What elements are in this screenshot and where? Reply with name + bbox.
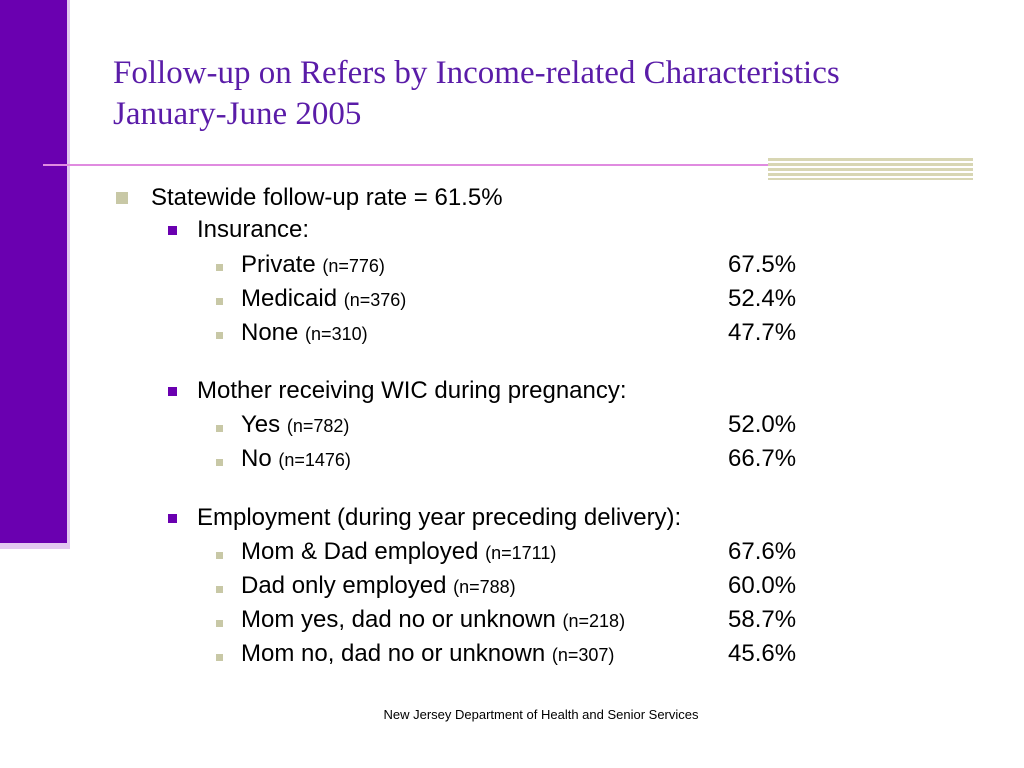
list-item: Private (n=776) (241, 250, 385, 281)
item-value: 58.7% (728, 606, 797, 633)
item-label: None (241, 319, 299, 346)
list-item: None (n=310) (241, 318, 368, 349)
item-sample-size: (n=376) (343, 290, 407, 310)
slide-title: Follow-up on Refers by Income-related Ch… (113, 53, 840, 135)
slide-title-line-1: Follow-up on Refers by Income-related Ch… (113, 55, 840, 91)
insurance-heading: Insurance: (197, 216, 310, 243)
list-item: No (n=1476) (241, 444, 351, 475)
list-item: Medicaid (n=376) (241, 284, 406, 315)
square-bullet-icon (116, 192, 128, 204)
slide-body: Statewide follow-up rate = 61.5% Insuran… (116, 184, 797, 670)
slide-footer: New Jersey Department of Health and Seni… (383, 707, 699, 722)
square-bullet-icon (216, 620, 223, 627)
item-sample-size: (n=1711) (485, 543, 557, 563)
item-sample-size: (n=218) (562, 611, 626, 631)
employment-heading: Employment (during year preceding delive… (197, 504, 682, 531)
decorative-striped-block (768, 158, 973, 180)
item-value: 66.7% (728, 445, 797, 472)
item-label: Mom & Dad employed (241, 538, 479, 565)
item-sample-size: (n=776) (322, 256, 385, 276)
item-label: Dad only employed (241, 572, 447, 599)
item-value: 45.6% (728, 640, 797, 667)
title-divider (43, 164, 973, 166)
list-item: Mom no, dad no or unknown (n=307) (241, 639, 614, 670)
left-accent-bar-shadow (0, 543, 70, 549)
item-value: 52.0% (728, 411, 797, 438)
item-label: Mom no, dad no or unknown (241, 640, 546, 667)
item-label: Medicaid (241, 285, 338, 312)
square-bullet-icon (216, 298, 223, 305)
square-bullet-icon (216, 425, 223, 432)
item-sample-size: (n=1476) (278, 450, 351, 470)
left-accent-bar (0, 0, 67, 543)
item-value: 60.0% (728, 572, 797, 599)
item-label: Private (241, 251, 316, 278)
item-sample-size: (n=310) (305, 324, 368, 344)
item-value: 47.7% (728, 319, 797, 346)
square-bullet-icon (216, 264, 223, 271)
item-value: 67.5% (728, 251, 797, 278)
wic-heading: Mother receiving WIC during pregnancy: (197, 377, 627, 404)
left-accent-bar-edge (67, 0, 70, 549)
square-bullet-icon (168, 387, 177, 396)
item-label: No (241, 445, 272, 472)
item-label: Mom yes, dad no or unknown (241, 606, 556, 633)
square-bullet-icon (216, 332, 223, 339)
item-sample-size: (n=307) (551, 645, 615, 665)
square-bullet-icon (216, 654, 223, 661)
square-bullet-icon (168, 514, 177, 523)
item-sample-size: (n=782) (286, 416, 350, 436)
item-sample-size: (n=788) (453, 577, 516, 597)
statewide-rate: Statewide follow-up rate = 61.5% (151, 184, 503, 211)
list-item: Mom yes, dad no or unknown (n=218) (241, 605, 625, 636)
slide-title-line-2: January-June 2005 (113, 96, 362, 132)
square-bullet-icon (216, 552, 223, 559)
square-bullet-icon (216, 586, 223, 593)
square-bullet-icon (168, 226, 177, 235)
list-item: Mom & Dad employed (n=1711) (241, 537, 556, 568)
square-bullet-icon (216, 459, 223, 466)
item-value: 52.4% (728, 285, 797, 312)
item-label: Yes (241, 411, 281, 438)
list-item: Yes (n=782) (241, 410, 349, 441)
item-value: 67.6% (728, 538, 797, 565)
list-item: Dad only employed (n=788) (241, 571, 516, 602)
